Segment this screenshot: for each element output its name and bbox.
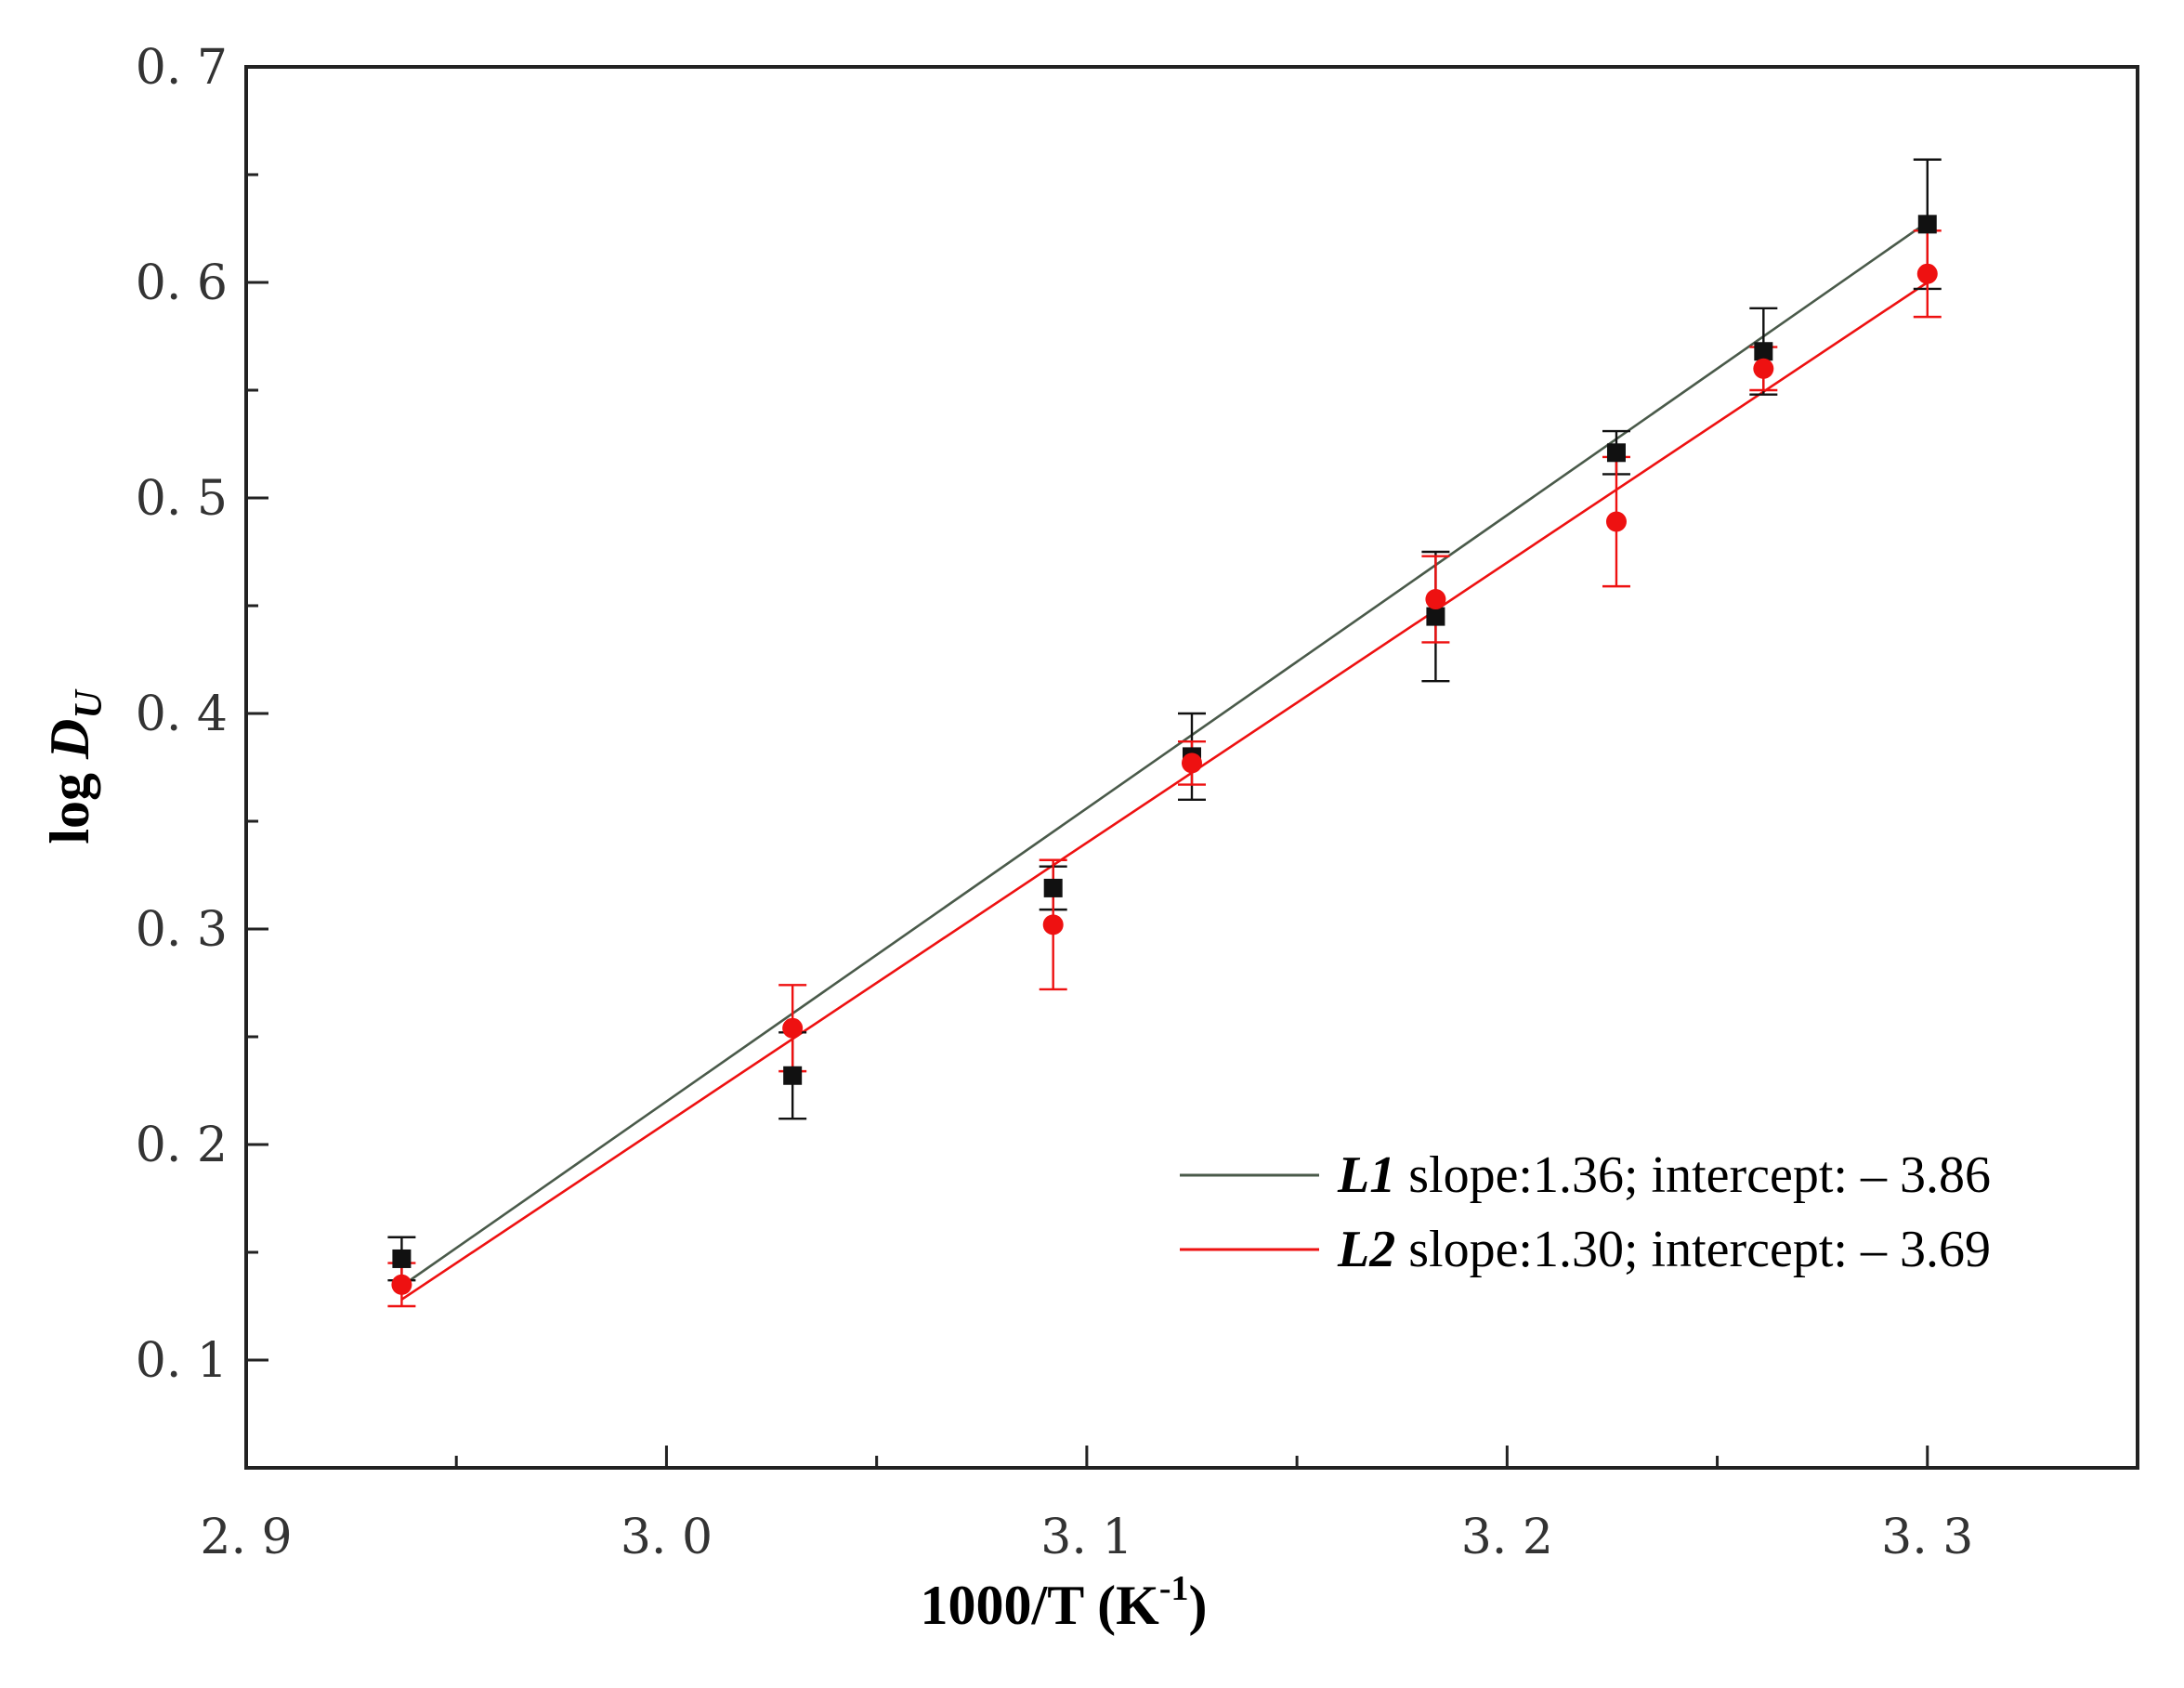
plot-frame xyxy=(244,65,2139,1470)
data-point-square xyxy=(1606,443,1626,463)
y-tick-label: 0. 7 xyxy=(136,40,228,96)
y-tick-label: 0. 5 xyxy=(136,471,228,527)
data-point-square xyxy=(1917,215,1937,234)
y-axis-title-var: D xyxy=(39,719,100,760)
legend-series-name: L2 xyxy=(1337,1221,1395,1278)
data-point-circle xyxy=(1182,752,1202,774)
axis-ticks: 2. 9 3. 0 3. 1 3. 2 3. 3 0. 1 0. 2 0. 3 0. 4 0. 5… xyxy=(136,40,1974,1565)
x-tick-label: 2. 9 xyxy=(200,1510,292,1565)
y-tick-label: 0. 6 xyxy=(136,255,228,311)
y-tick-label: 0. 3 xyxy=(136,902,228,958)
data-point-circle xyxy=(1753,358,1774,379)
y-axis-title-sub: U xyxy=(68,688,111,719)
data-point-circle xyxy=(1916,263,1938,284)
y-axis-title: log DU xyxy=(39,688,111,844)
legend-series-desc: slope:1.30; intercept: – 3.69 xyxy=(1395,1221,1991,1278)
data-point-square xyxy=(1754,342,1773,361)
data-point-circle xyxy=(391,1274,412,1295)
data-markers xyxy=(391,215,1938,1295)
y-tick-label: 0. 2 xyxy=(136,1118,228,1173)
x-tick-label: 3. 2 xyxy=(1461,1510,1553,1565)
legend-entry-l2: L2 slope:1.30; intercept: – 3.69 xyxy=(1337,1221,1991,1278)
x-tick-label: 3. 0 xyxy=(621,1510,713,1565)
data-point-square xyxy=(1426,607,1445,626)
fit-lines xyxy=(400,220,1929,1301)
data-point-circle xyxy=(1605,511,1627,532)
fit-line-l2 xyxy=(400,281,1929,1301)
x-tick-label: 3. 3 xyxy=(1881,1510,1973,1565)
data-point-circle xyxy=(1425,589,1446,610)
x-axis-title-close: ) xyxy=(1188,1575,1207,1636)
x-axis-title-main: 1000/T (K xyxy=(921,1575,1160,1636)
fit-line-l1 xyxy=(400,220,1929,1288)
x-tick-label: 3. 1 xyxy=(1040,1510,1132,1565)
data-point-circle xyxy=(1042,914,1064,936)
y-axis-title-main: log xyxy=(39,759,100,844)
y-tick-label: 0. 1 xyxy=(136,1333,228,1389)
error-bars xyxy=(387,158,1942,1308)
legend-entry-l1: L1 slope:1.36; intercept: – 3.86 xyxy=(1337,1146,1991,1204)
y-tick-label: 0. 4 xyxy=(136,687,228,742)
legend-series-name: L1 xyxy=(1337,1146,1395,1204)
data-point-circle xyxy=(782,1017,804,1039)
data-point-square xyxy=(783,1066,803,1085)
data-point-square xyxy=(1043,878,1063,897)
x-axis-title-sup: -1 xyxy=(1159,1569,1189,1608)
x-axis-title: 1000/T (K-1) xyxy=(921,1569,1208,1636)
legend-series-desc: slope:1.36; intercept: – 3.86 xyxy=(1395,1146,1991,1204)
data-point-square xyxy=(392,1249,412,1268)
